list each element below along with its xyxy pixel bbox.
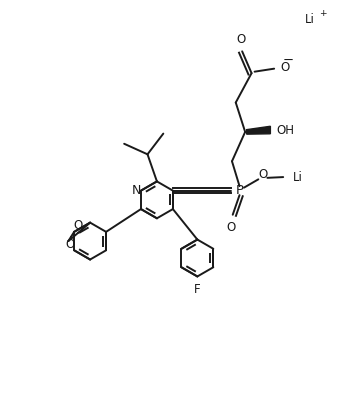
Text: −: − xyxy=(283,54,294,67)
Polygon shape xyxy=(247,126,270,134)
Text: O: O xyxy=(74,219,83,232)
Text: N: N xyxy=(131,184,141,197)
Text: OH: OH xyxy=(277,124,295,136)
Text: O: O xyxy=(258,169,267,181)
Text: O: O xyxy=(237,33,246,46)
Text: F: F xyxy=(194,283,201,296)
Text: O: O xyxy=(66,238,75,251)
Text: Li: Li xyxy=(304,13,314,25)
Text: O: O xyxy=(280,61,289,74)
Text: P: P xyxy=(236,184,243,197)
Text: Li: Li xyxy=(293,171,303,184)
Text: O: O xyxy=(226,221,236,234)
Text: +: + xyxy=(319,9,326,18)
